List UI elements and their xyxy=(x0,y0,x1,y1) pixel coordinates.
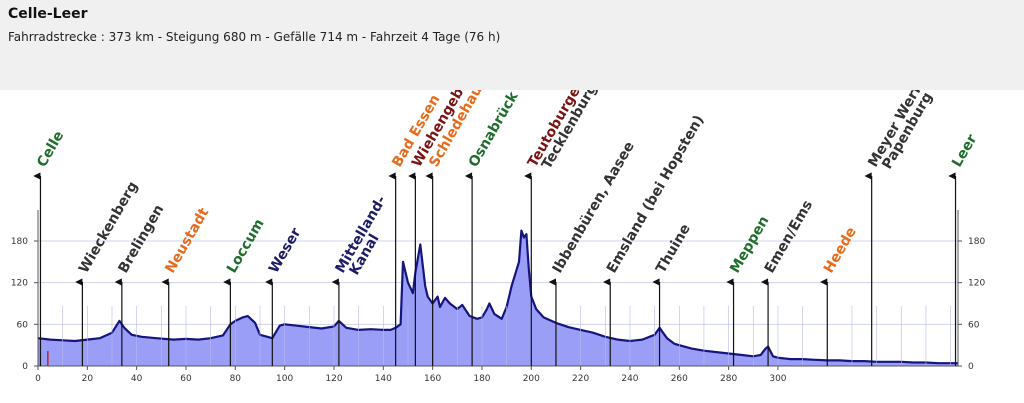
x-tick-label: 220 xyxy=(572,374,589,384)
waypoint-label: Celle xyxy=(34,128,67,170)
y-tick-label-right: 180 xyxy=(968,237,985,247)
x-tick-label: 0 xyxy=(35,374,41,384)
waypoint-label: Weser xyxy=(266,225,304,276)
y-tick-label-right: 120 xyxy=(968,279,985,289)
y-tick-label-right: 60 xyxy=(968,320,980,330)
waypoint-label: Loccum xyxy=(224,216,268,276)
x-tick-label: 200 xyxy=(523,374,540,384)
route-title: Celle-Leer xyxy=(8,6,88,22)
x-tick-label: 300 xyxy=(769,374,786,384)
y-tick-label: 60 xyxy=(17,320,29,330)
route-summary: Fahrradstrecke : 373 km - Steigung 680 m… xyxy=(8,30,501,44)
waypoint-label: Emen/Ems xyxy=(762,198,816,276)
x-tick-label: 120 xyxy=(325,374,342,384)
x-tick-label: 140 xyxy=(375,374,392,384)
y-tick-label: 180 xyxy=(11,237,28,247)
x-tick-label: 240 xyxy=(621,374,638,384)
x-tick-label: 280 xyxy=(720,374,737,384)
y-tick-label-right: 0 xyxy=(968,362,974,372)
x-tick-label: 80 xyxy=(230,374,242,384)
x-tick-label: 180 xyxy=(473,374,490,384)
elevation-line xyxy=(37,229,958,365)
y-tick-label: 120 xyxy=(11,279,28,289)
elevation-area xyxy=(38,230,958,366)
waypoint-label: Leer xyxy=(949,132,980,170)
waypoint-label: Heede xyxy=(821,224,860,276)
waypoint-label: Emsland (bei Hopsten) xyxy=(604,113,708,276)
x-tick-label: 100 xyxy=(276,374,293,384)
y-tick-label: 0 xyxy=(22,362,28,372)
x-tick-label: 40 xyxy=(131,374,143,384)
x-tick-label: 60 xyxy=(180,374,192,384)
x-tick-label: 160 xyxy=(424,374,441,384)
route-header: Celle-Leer Fahrradstrecke : 373 km - Ste… xyxy=(0,0,1024,90)
x-tick-label: 260 xyxy=(671,374,688,384)
waypoint-label: Thuine xyxy=(653,221,694,276)
x-tick-label: 20 xyxy=(82,374,94,384)
